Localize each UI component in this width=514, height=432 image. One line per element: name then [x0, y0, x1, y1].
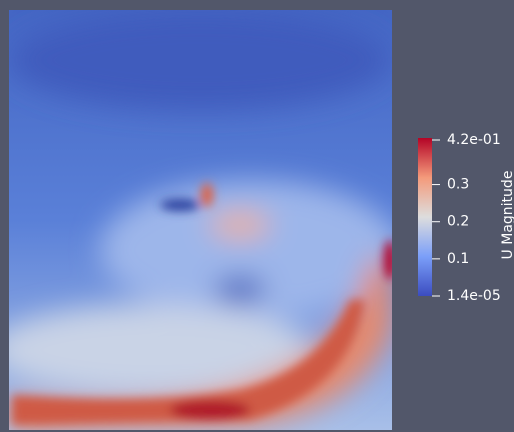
tick-label: 4.2e-01: [447, 132, 501, 148]
tick-label: 1.4e-05: [447, 288, 501, 304]
page: U Magnitude 4.2e-010.30.20.11.4e-05 (() …: [0, 0, 514, 432]
tick-label: 0.2: [447, 214, 469, 230]
tick-label: 0.3: [447, 177, 469, 193]
flow-field: [0, 10, 400, 430]
tick-label: 0.1: [447, 251, 469, 267]
colorbar: [418, 138, 432, 296]
colorbar-title: U Magnitude: [500, 171, 514, 260]
viewer: U Magnitude 4.2e-01 0.3 0.2 0.1 1.4e-05: [0, 0, 514, 432]
